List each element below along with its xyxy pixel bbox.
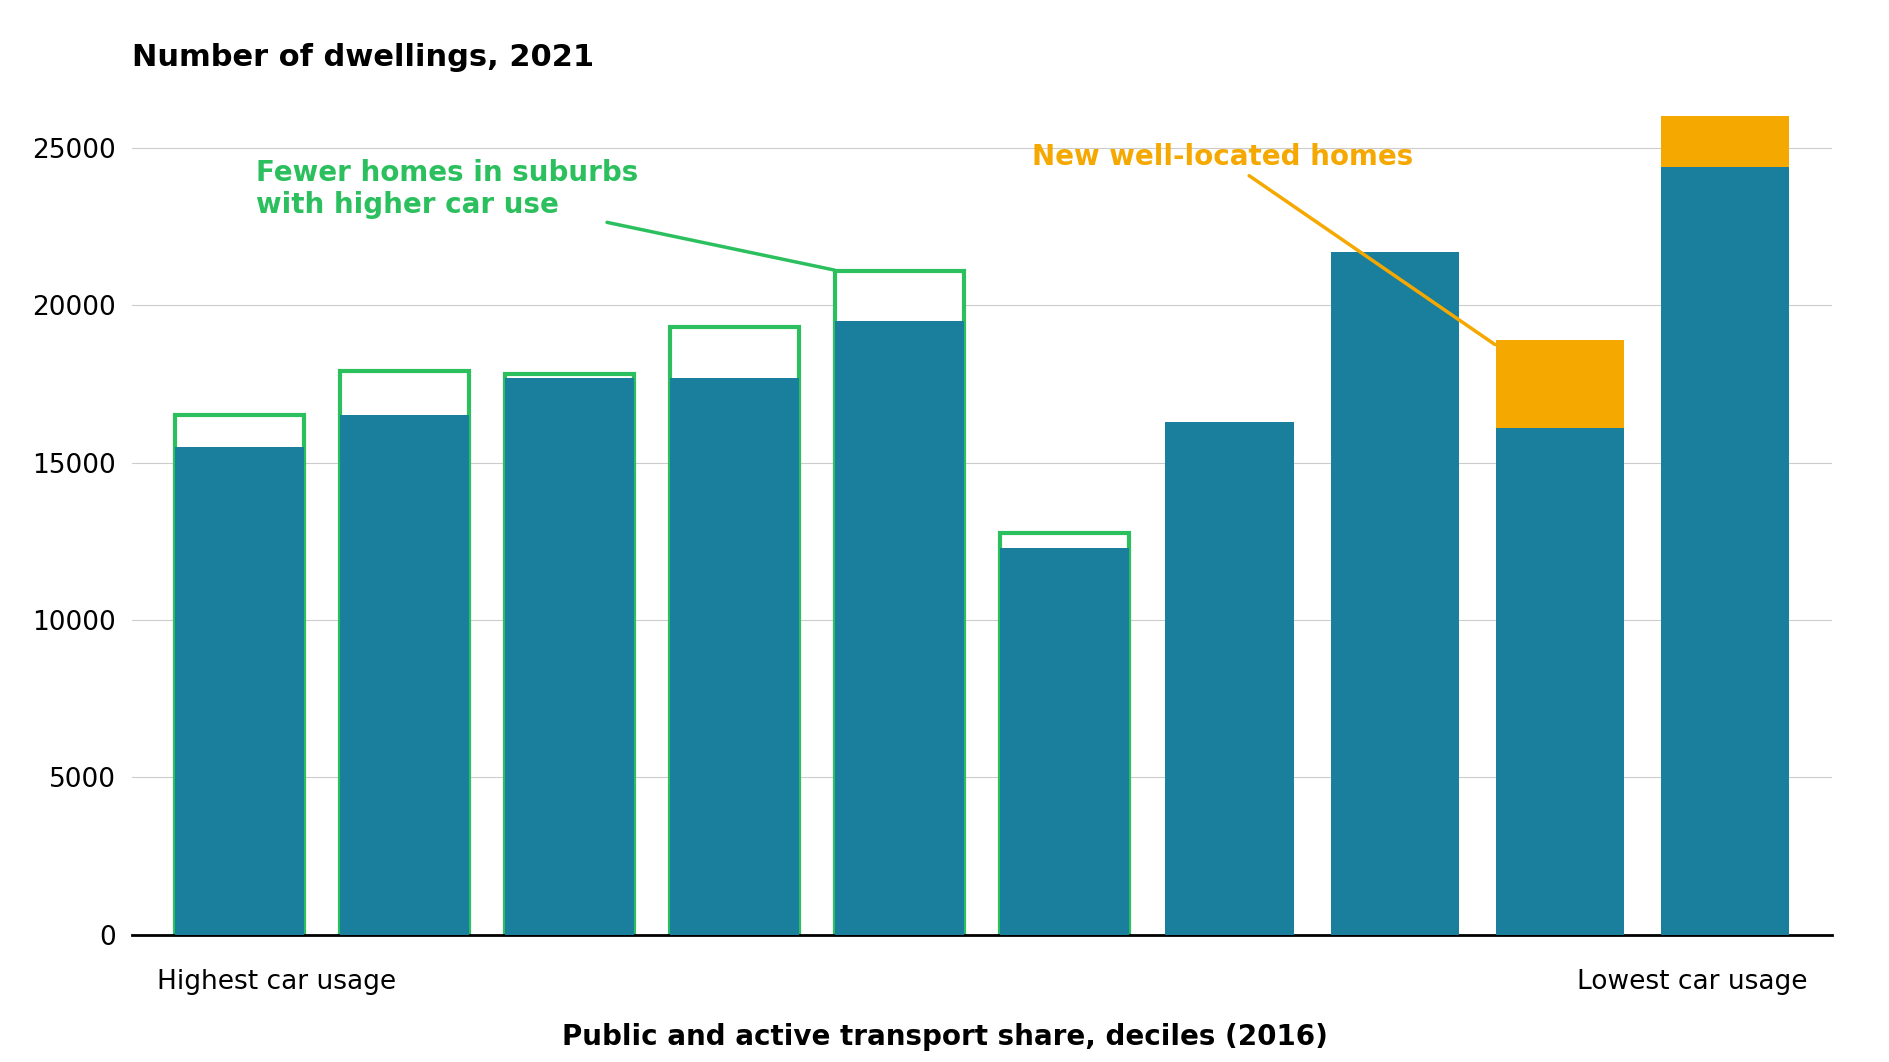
Bar <box>835 271 963 935</box>
Bar <box>176 447 304 935</box>
Bar <box>1496 428 1625 935</box>
Text: New well-located homes: New well-located homes <box>1031 143 1494 344</box>
Bar <box>1660 167 1789 935</box>
Text: Public and active transport share, deciles (2016): Public and active transport share, decil… <box>561 1024 1328 1051</box>
Bar <box>176 415 304 935</box>
Bar <box>1166 422 1294 935</box>
Text: Lowest car usage: Lowest car usage <box>1577 969 1808 994</box>
Bar <box>1660 117 1789 167</box>
Bar <box>340 415 468 935</box>
Bar <box>835 321 963 935</box>
Text: Number of dwellings, 2021: Number of dwellings, 2021 <box>132 42 595 71</box>
Bar <box>1001 533 1130 935</box>
Bar <box>671 378 799 935</box>
Bar <box>1496 340 1625 428</box>
Bar <box>1330 252 1460 935</box>
Text: Highest car usage: Highest car usage <box>157 969 397 994</box>
Bar <box>504 378 635 935</box>
Bar <box>671 327 799 935</box>
Text: Fewer homes in suburbs
with higher car use: Fewer homes in suburbs with higher car u… <box>257 158 835 270</box>
Bar <box>340 372 468 935</box>
Bar <box>504 375 635 935</box>
Bar <box>1001 548 1130 935</box>
